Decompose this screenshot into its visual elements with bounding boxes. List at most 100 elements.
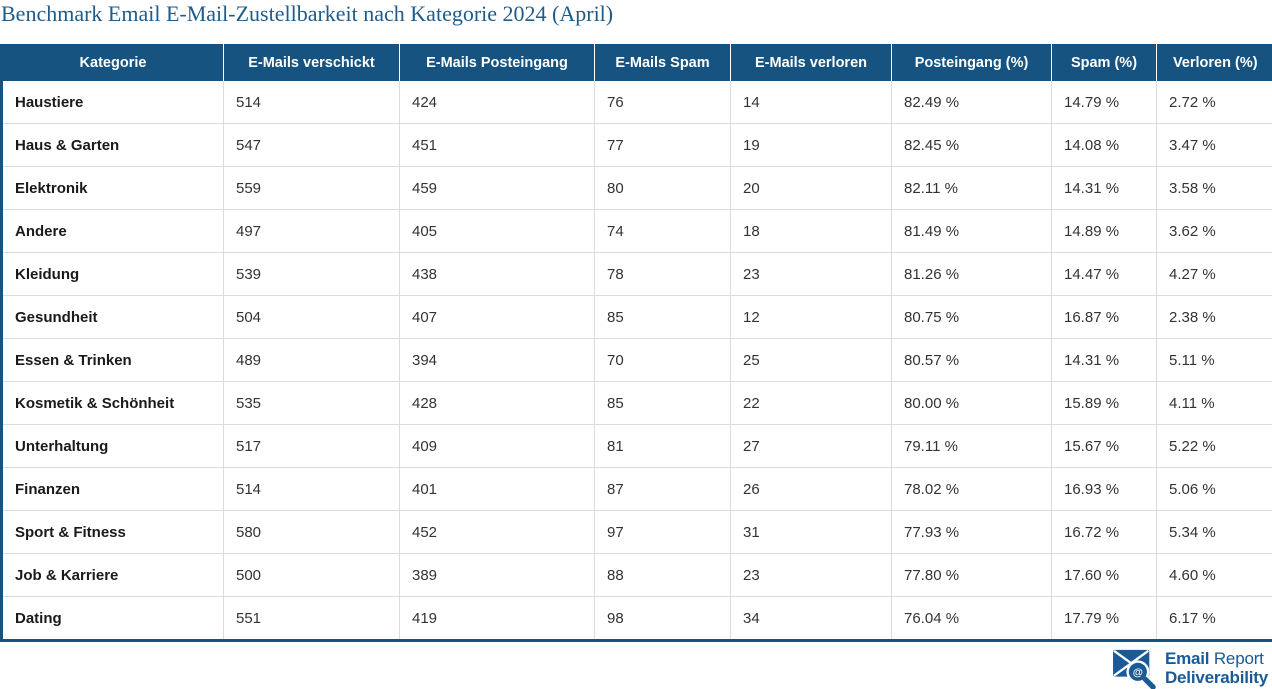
cell-e-mails-posteingang: 451 [399, 123, 595, 167]
cell-e-mails-posteingang: 424 [399, 81, 595, 124]
cell-e-mails-verloren: 27 [730, 424, 892, 468]
cell-e-mails-spam: 87 [594, 467, 731, 511]
brand-word-report: Report [1213, 649, 1264, 668]
cell-e-mails-spam: 80 [594, 166, 731, 210]
table-header-row: Kategorie E-Mails verschickt E-Mails Poste… [1, 44, 1272, 81]
cell-posteingang: 81.49 % [891, 209, 1052, 253]
cell-e-mails-posteingang: 459 [399, 166, 595, 210]
cell-e-mails-spam: 97 [594, 510, 731, 554]
cell-e-mails-verloren: 23 [730, 252, 892, 296]
brand-line-2: Deliverability [1164, 668, 1268, 687]
cell-posteingang: 82.45 % [891, 123, 1052, 167]
cell-posteingang: 82.49 % [891, 81, 1052, 124]
cell-e-mails-posteingang: 409 [399, 424, 595, 468]
cell-e-mails-verloren: 31 [730, 510, 892, 554]
table-row: Finanzen 514 401 87 26 78.02 % 16.93 % 5.06 % [1, 467, 1272, 511]
table-header: Kategorie E-Mails verschickt E-Mails Poste… [1, 44, 1272, 81]
cell-spam: 17.79 % [1051, 596, 1157, 642]
cell-verloren: 5.22 % [1156, 424, 1272, 468]
cell-e-mails-verschickt: 580 [223, 510, 400, 554]
cell-e-mails-verloren: 22 [730, 381, 892, 425]
cell-e-mails-verloren: 23 [730, 553, 892, 597]
cell-kategorie: Andere [1, 209, 224, 253]
column-header-e-mails-verloren: E-Mails verloren [730, 44, 892, 81]
table-row: Haus & Garten 547 451 77 19 82.45 % 14.08 % 3.4… [1, 123, 1272, 167]
cell-verloren: 3.58 % [1156, 166, 1272, 210]
table-row: Gesundheit 504 407 85 12 80.75 % 16.87 % 2.38 % [1, 295, 1272, 339]
brand-text: Email Report Deliverability [1165, 649, 1268, 687]
cell-e-mails-verloren: 18 [730, 209, 892, 253]
cell-kategorie: Gesundheit [1, 295, 224, 339]
cell-e-mails-spam: 81 [594, 424, 731, 468]
cell-e-mails-spam: 85 [594, 295, 731, 339]
cell-spam: 14.79 % [1051, 81, 1157, 124]
cell-verloren: 2.38 % [1156, 295, 1272, 339]
cell-verloren: 4.27 % [1156, 252, 1272, 296]
cell-e-mails-posteingang: 419 [399, 596, 595, 642]
cell-e-mails-posteingang: 438 [399, 252, 595, 296]
cell-e-mails-verschickt: 514 [223, 81, 400, 124]
cell-e-mails-spam: 78 [594, 252, 731, 296]
table-row: Elektronik 559 459 80 20 82.11 % 14.31 % 3.58 % [1, 166, 1272, 210]
table-row: Andere 497 405 74 18 81.49 % 14.89 % 3.62 % [1, 209, 1272, 253]
cell-kategorie: Haus & Garten [1, 123, 224, 167]
column-header-spam: Spam (%) [1051, 44, 1157, 81]
svg-text:@: @ [1133, 667, 1143, 679]
cell-e-mails-verloren: 26 [730, 467, 892, 511]
cell-spam: 15.67 % [1051, 424, 1157, 468]
cell-e-mails-verschickt: 514 [223, 467, 400, 511]
cell-spam: 14.08 % [1051, 123, 1157, 167]
cell-posteingang: 81.26 % [891, 252, 1052, 296]
cell-kategorie: Finanzen [1, 467, 224, 511]
cell-e-mails-posteingang: 401 [399, 467, 595, 511]
cell-e-mails-spam: 70 [594, 338, 731, 382]
cell-kategorie: Haustiere [1, 81, 224, 124]
cell-e-mails-verschickt: 547 [223, 123, 400, 167]
cell-kategorie: Essen & Trinken [1, 338, 224, 382]
cell-e-mails-spam: 74 [594, 209, 731, 253]
cell-kategorie: Kleidung [1, 252, 224, 296]
column-header-kategorie: Kategorie [1, 44, 224, 81]
table-row: Sport & Fitness 580 452 97 31 77.93 % 16.72 % 5… [1, 510, 1272, 554]
table-row: Dating 551 419 98 34 76.04 % 17.79 % 6.17 % [1, 596, 1272, 642]
cell-spam: 16.93 % [1051, 467, 1157, 511]
brand-word-email: Email [1164, 649, 1210, 668]
cell-e-mails-verloren: 19 [730, 123, 892, 167]
cell-e-mails-verloren: 25 [730, 338, 892, 382]
cell-e-mails-posteingang: 452 [399, 510, 595, 554]
cell-e-mails-verschickt: 497 [223, 209, 400, 253]
cell-verloren: 3.47 % [1156, 123, 1272, 167]
cell-spam: 17.60 % [1051, 553, 1157, 597]
cell-spam: 14.47 % [1051, 252, 1157, 296]
cell-e-mails-spam: 88 [594, 553, 731, 597]
cell-verloren: 5.11 % [1156, 338, 1272, 382]
cell-verloren: 5.34 % [1156, 510, 1272, 554]
cell-spam: 16.87 % [1051, 295, 1157, 339]
cell-e-mails-verschickt: 517 [223, 424, 400, 468]
cell-posteingang: 80.57 % [891, 338, 1052, 382]
column-header-verloren: Verloren (%) [1156, 44, 1272, 81]
cell-posteingang: 79.11 % [891, 424, 1052, 468]
cell-verloren: 4.60 % [1156, 553, 1272, 597]
cell-e-mails-verschickt: 535 [223, 381, 400, 425]
cell-posteingang: 77.93 % [891, 510, 1052, 554]
cell-spam: 14.31 % [1051, 166, 1157, 210]
cell-e-mails-verschickt: 500 [223, 553, 400, 597]
cell-e-mails-verloren: 14 [730, 81, 892, 124]
cell-e-mails-verschickt: 504 [223, 295, 400, 339]
cell-verloren: 2.72 % [1156, 81, 1272, 124]
cell-posteingang: 82.11 % [891, 166, 1052, 210]
cell-e-mails-posteingang: 405 [399, 209, 595, 253]
cell-kategorie: Elektronik [1, 166, 224, 210]
cell-e-mails-posteingang: 389 [399, 553, 595, 597]
cell-kategorie: Sport & Fitness [1, 510, 224, 554]
cell-posteingang: 76.04 % [891, 596, 1052, 642]
cell-e-mails-verschickt: 559 [223, 166, 400, 210]
cell-e-mails-verloren: 34 [730, 596, 892, 642]
cell-verloren: 4.11 % [1156, 381, 1272, 425]
cell-verloren: 5.06 % [1156, 467, 1272, 511]
benchmark-table: Kategorie E-Mails verschickt E-Mails Poste… [0, 44, 1272, 642]
cell-kategorie: Job & Karriere [1, 553, 224, 597]
cell-posteingang: 77.80 % [891, 553, 1052, 597]
column-header-e-mails-verschickt: E-Mails verschickt [223, 44, 400, 81]
